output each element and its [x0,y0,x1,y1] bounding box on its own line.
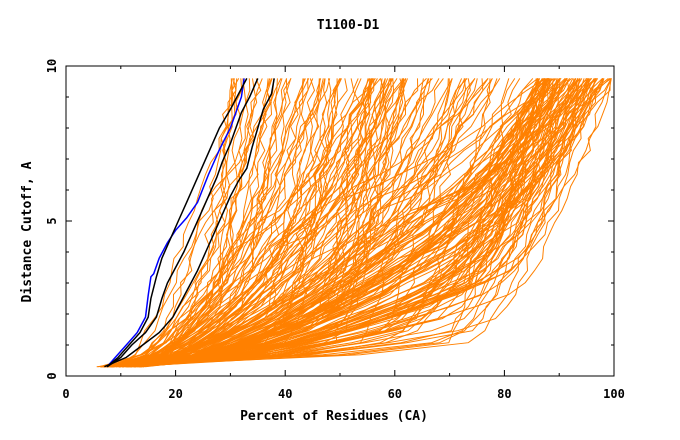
background-series-line [127,78,588,368]
background-series-line [99,78,369,368]
background-series-line [130,78,342,368]
background-series-line [103,78,283,368]
background-series-group [96,77,612,368]
x-tick-label: 100 [603,387,625,401]
background-series-line [114,78,273,368]
background-series-line [128,78,539,368]
background-series-line [140,78,404,368]
chart-title: T1100-D1 [317,18,380,33]
background-series-line [126,78,450,368]
highlighted-series-line [106,78,248,368]
background-series-line [110,78,575,368]
background-series-line [138,78,491,368]
background-series-line [106,78,580,368]
background-series-line [107,78,579,368]
background-series-line [116,78,378,368]
background-series-line [139,78,392,368]
background-series-line [110,78,407,368]
background-series-line [126,78,429,368]
background-series-line [138,78,424,368]
background-series-line [122,78,567,368]
background-series-line [121,78,305,368]
background-series-line [105,78,372,368]
background-series-line [111,78,597,368]
background-series-line [125,78,238,368]
background-series-line [114,78,386,368]
y-tick-label: 5 [45,217,59,224]
x-tick-label: 40 [278,387,292,401]
y-tick-label: 10 [45,59,59,73]
y-tick-label: 0 [45,372,59,379]
background-series-line [133,78,590,368]
background-series-line [128,78,272,368]
background-series-line [134,78,589,368]
x-axis-ticks: 0 20 40 60 80 100 [62,66,625,401]
background-series-line [125,78,376,368]
background-series-line [126,78,288,368]
background-series-line [102,78,609,368]
background-series-line [124,78,247,368]
background-series-line [130,78,539,368]
highlighted-series-line [106,78,245,368]
background-series-line [112,78,392,368]
background-series-line [111,78,612,368]
background-series-line [120,78,554,368]
highlighted-series-line [106,78,259,368]
background-series-line [105,78,324,368]
x-tick-label: 60 [388,387,402,401]
background-series-line [106,78,540,368]
y-axis-ticks: 0 5 10 [45,59,614,380]
x-axis-label: Percent of Residues (CA) [240,409,428,424]
background-series-line [125,78,585,368]
background-series-line [124,78,371,368]
background-series-line [132,78,394,368]
background-series-line [141,78,372,368]
background-series-line [105,78,572,368]
background-series-line [139,78,557,368]
background-series-line [105,78,549,368]
background-series-line [111,78,612,368]
background-series-line [101,78,592,368]
background-series-line [138,78,583,368]
background-series-line [132,78,251,368]
background-series-line [143,78,326,368]
background-series-line [104,78,510,368]
background-series-line [104,78,381,368]
background-series-line [110,78,587,368]
background-series-line [103,78,501,368]
background-series-line [135,78,432,368]
background-series-line [110,78,463,368]
background-series-line [122,78,588,368]
background-series-line [136,78,430,368]
background-series-line [141,78,374,368]
background-series-line [102,78,560,368]
background-series-line [125,78,449,368]
highlighted-series-line [104,78,275,368]
x-tick-label: 0 [62,387,69,401]
background-series-line [110,78,405,368]
background-series-line [141,78,341,368]
background-series-line [115,78,521,368]
background-series-line [100,78,577,368]
background-series-line [128,78,362,368]
background-series-line [109,78,341,368]
background-series-line [135,78,558,368]
y-axis-label: Distance Cutoff, A [20,161,35,302]
background-series-line [128,78,478,368]
x-tick-label: 80 [497,387,511,401]
background-series-line [118,78,275,368]
background-series-line [101,78,405,368]
background-series-line [99,78,271,368]
background-series-line [121,78,433,368]
highlighted-series-group [104,78,275,368]
x-tick-label: 20 [168,387,182,401]
